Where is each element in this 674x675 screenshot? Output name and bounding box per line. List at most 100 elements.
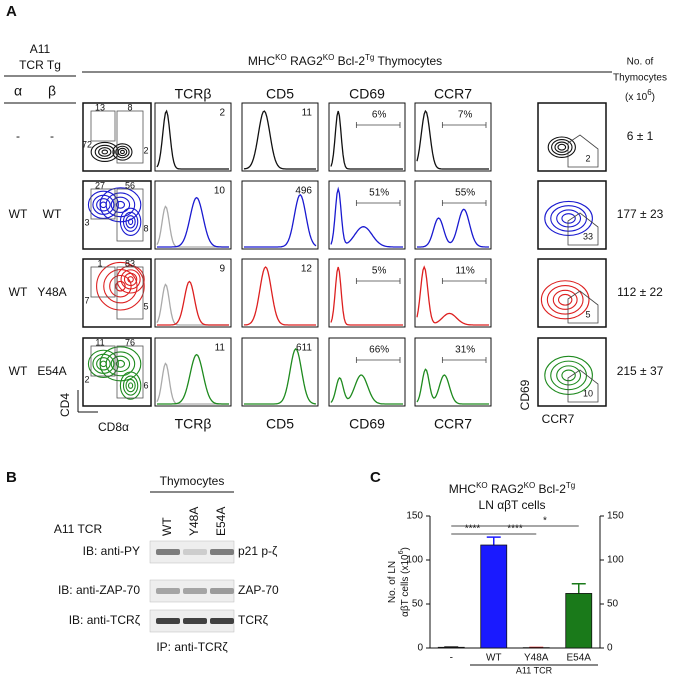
histogram-percent: 55% (455, 188, 475, 199)
cell-count: 177 ± 23 (617, 207, 664, 221)
contour (115, 200, 126, 209)
y-tick-label: 0 (417, 643, 423, 654)
superscript: 6 (647, 88, 652, 97)
band-label: ZAP-70 (238, 583, 279, 597)
histogram-curve (157, 353, 229, 405)
histogram-curve (416, 368, 489, 405)
contour-box (537, 258, 607, 328)
contour (128, 382, 134, 389)
contour (119, 371, 142, 400)
gate-value: 33 (583, 231, 593, 241)
band (183, 549, 207, 555)
contour (122, 375, 139, 396)
histogram-curve (417, 208, 489, 248)
histogram-value: 9 (219, 264, 225, 275)
panel-label: C (370, 469, 381, 486)
contour (557, 293, 573, 306)
bar (480, 544, 508, 649)
contour (556, 365, 582, 386)
row-alpha: WT (9, 364, 28, 378)
quadrant-value: 27 (95, 180, 105, 190)
y-axis-label: No. of LN αβT cells (x106) (387, 547, 411, 617)
superscript: 6 (398, 550, 405, 554)
quadrant-value: 7 (84, 295, 89, 305)
histogram-value: 11 (302, 108, 313, 119)
y2-tick-label: 0 (607, 643, 613, 654)
histogram-percent: 66% (369, 345, 389, 356)
contour (96, 261, 145, 311)
contour (115, 280, 126, 292)
row-beta: Y48A (37, 285, 66, 299)
contour (96, 357, 111, 371)
band (210, 549, 234, 555)
contour (123, 272, 138, 287)
histogram-curve (330, 186, 403, 248)
gate (90, 188, 116, 220)
y2-tick-label: 150 (607, 511, 624, 522)
text-part: Thymocytes (374, 54, 442, 68)
contour (547, 136, 576, 158)
contour (128, 218, 134, 226)
contour (561, 213, 576, 224)
axis-label: CD69 (518, 379, 532, 410)
row-alpha: WT (9, 285, 28, 299)
text-part: No. of LN (387, 561, 398, 603)
quadrant-value: 13 (95, 102, 105, 112)
contour (112, 143, 133, 161)
contour (119, 149, 125, 155)
y2-tick-label: 50 (607, 599, 619, 610)
gate-value: 10 (583, 388, 593, 398)
y-tick-label: 50 (412, 599, 424, 610)
bar (437, 646, 465, 649)
row-alpha: WT (9, 207, 28, 221)
ib-label: IB: anti-TCRζ (69, 613, 141, 627)
band-label: TCRζ (238, 613, 269, 627)
tg-header: A11 (30, 42, 51, 56)
cell-count: 112 ± 22 (617, 285, 663, 299)
gate-value: 2 (585, 153, 590, 163)
contour (105, 351, 136, 377)
text-part: αβT cells (x10 (400, 554, 411, 617)
axis-label: CD4 (58, 393, 72, 417)
histogram-box (414, 258, 492, 328)
marker-footer: CD5 (266, 416, 294, 432)
band (210, 618, 234, 624)
gate (116, 188, 144, 242)
histogram-box (328, 180, 406, 250)
significance-label: **** (465, 524, 481, 535)
quadrant-value: 5 (143, 301, 148, 311)
contour (554, 141, 570, 153)
axis-label: CCR7 (542, 412, 575, 426)
contour (120, 269, 141, 290)
contour (115, 359, 126, 368)
histogram-curve (416, 109, 489, 170)
contour (544, 200, 593, 236)
contour (125, 378, 136, 393)
quadrant-value: 11 (95, 337, 104, 347)
contour (117, 147, 128, 157)
histogram-curve (330, 110, 403, 170)
quadrant-value: 2 (143, 145, 148, 155)
group-label: Thymocytes (160, 474, 225, 488)
histogram-box (328, 258, 406, 328)
marker-footer: TCRβ (175, 416, 212, 432)
histogram-value: 10 (214, 186, 226, 197)
y-tick-label: 100 (406, 555, 423, 566)
x-tick-label: WT (486, 653, 502, 664)
row-alpha: - (16, 129, 20, 143)
band (156, 588, 180, 594)
text-part: RAG2 (287, 54, 323, 68)
panel-title: MHCKO RAG2KO Bcl-2Tg Thymocytes (248, 53, 442, 69)
quadrant-value: 6 (143, 380, 148, 390)
histogram-curve (330, 374, 403, 405)
histogram-box (241, 102, 319, 172)
cell-count: 6 ± 1 (627, 129, 654, 143)
chart-title: MHCKO RAG2KO Bcl-2Tg (449, 481, 576, 497)
histogram-curve (244, 193, 317, 248)
panel-label: B (6, 469, 17, 486)
y-tick-label: 150 (406, 511, 423, 522)
cell-count: 215 ± 37 (617, 364, 664, 378)
superscript: KO (476, 481, 488, 490)
band (156, 549, 180, 555)
contour (110, 355, 131, 373)
